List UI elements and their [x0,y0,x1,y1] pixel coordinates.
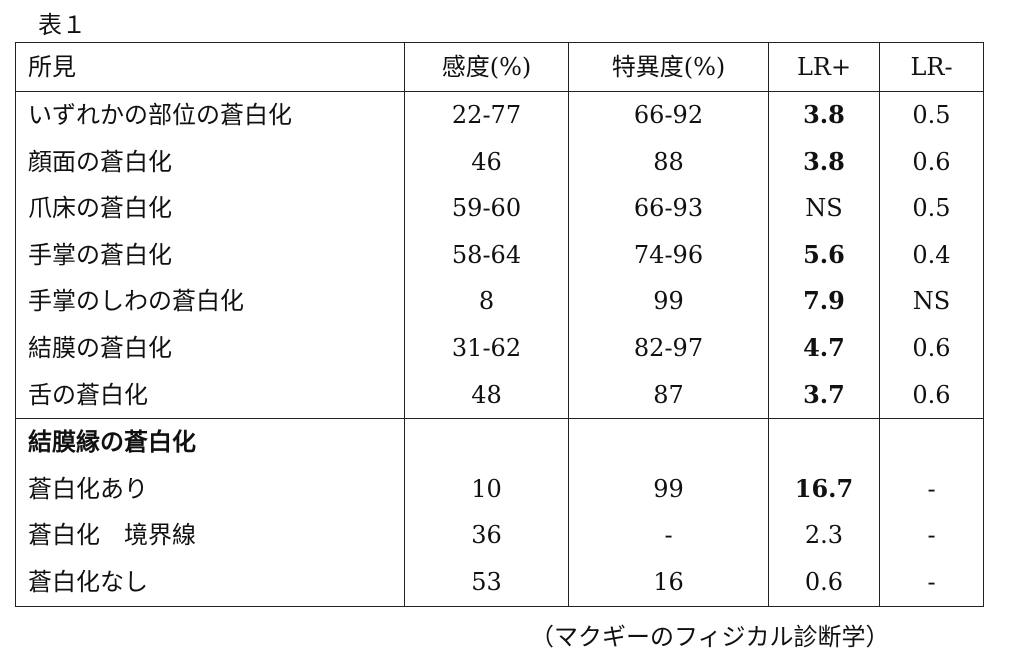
empty-cell [879,418,984,466]
table-row: 手掌の蒼白化 58-64 74-96 5.6 0.4 [15,231,984,279]
specificity-cell: 74-96 [568,231,769,279]
table-caption: 表１ [38,11,86,39]
table-row: 爪床の蒼白化 59-60 66-93 NS 0.5 [15,185,984,232]
finding-cell: 蒼白化なし [15,558,405,607]
finding-cell: 顔面の蒼白化 [15,138,405,186]
empty-cell [568,418,769,466]
empty-cell [404,418,569,466]
table-row: 蒼白化なし 53 16 0.6 - [15,558,984,607]
specificity-cell: 99 [568,278,769,325]
specificity-cell: 99 [568,465,769,513]
sensitivity-cell: 48 [404,371,569,420]
group-title: 結膜縁の蒼白化 [15,418,405,466]
sensitivity-cell: 59-60 [404,185,569,232]
lr-minus-cell: - [879,512,984,559]
likelihood-ratio-table: 所見 感度(%) 特異度(%) LR+ LR- いずれかの部位の蒼白化 22-7… [15,42,984,607]
lr-plus-cell: 3.8 [768,138,880,186]
specificity-cell: 82-97 [568,324,769,372]
source-citation: （マクギーのフィジカル診断学） [530,623,890,651]
pallor-sites-group: いずれかの部位の蒼白化 22-77 66-92 3.8 0.5 顔面の蒼白化 4… [15,91,984,420]
table-row: いずれかの部位の蒼白化 22-77 66-92 3.8 0.5 [15,91,984,139]
lr-minus-cell: 0.5 [879,91,984,139]
sensitivity-cell: 31-62 [404,324,569,372]
group-title-row: 結膜縁の蒼白化 [15,418,984,466]
header-finding: 所見 [15,42,405,92]
sensitivity-cell: 10 [404,465,569,513]
lr-plus-cell: 3.8 [768,91,880,139]
lr-plus-cell: 0.6 [768,558,880,607]
table-row: 舌の蒼白化 48 87 3.7 0.6 [15,371,984,420]
lr-plus-cell: 5.6 [768,231,880,279]
conjunctival-rim-group: 結膜縁の蒼白化 蒼白化あり 10 99 16.7 - 蒼白化 境界線 36 - … [15,418,984,607]
lr-minus-cell: 0.6 [879,371,984,420]
sensitivity-cell: 58-64 [404,231,569,279]
lr-minus-cell: 0.6 [879,324,984,372]
finding-cell: 爪床の蒼白化 [15,185,405,232]
lr-minus-cell: 0.6 [879,138,984,186]
specificity-cell: 88 [568,138,769,186]
specificity-cell: - [568,512,769,559]
finding-cell: 蒼白化 境界線 [15,512,405,559]
finding-cell: 結膜の蒼白化 [15,324,405,372]
table-row: 蒼白化あり 10 99 16.7 - [15,465,984,513]
sensitivity-cell: 8 [404,278,569,325]
specificity-cell: 16 [568,558,769,607]
lr-plus-cell: NS [768,185,880,232]
specificity-cell: 66-92 [568,91,769,139]
header-lr-plus: LR+ [768,42,880,92]
table-row: 結膜の蒼白化 31-62 82-97 4.7 0.6 [15,324,984,372]
table-row: 顔面の蒼白化 46 88 3.8 0.6 [15,138,984,186]
finding-cell: 舌の蒼白化 [15,371,405,420]
finding-cell: 手掌の蒼白化 [15,231,405,279]
empty-cell [768,418,880,466]
lr-minus-cell: 0.5 [879,185,984,232]
lr-minus-cell: - [879,558,984,607]
finding-cell: 手掌のしわの蒼白化 [15,278,405,325]
sensitivity-cell: 22-77 [404,91,569,139]
lr-minus-cell: NS [879,278,984,325]
lr-plus-cell: 7.9 [768,278,880,325]
specificity-cell: 66-93 [568,185,769,232]
header-sensitivity: 感度(%) [404,42,569,92]
lr-minus-cell: 0.4 [879,231,984,279]
header-specificity: 特異度(%) [568,42,769,92]
lr-plus-cell: 4.7 [768,324,880,372]
finding-cell: いずれかの部位の蒼白化 [15,91,405,139]
sensitivity-cell: 53 [404,558,569,607]
header-lr-minus: LR- [879,42,984,92]
lr-minus-cell: - [879,465,984,513]
sensitivity-cell: 36 [404,512,569,559]
sensitivity-cell: 46 [404,138,569,186]
finding-cell: 蒼白化あり [15,465,405,513]
specificity-cell: 87 [568,371,769,420]
table-row: 蒼白化 境界線 36 - 2.3 - [15,512,984,559]
lr-plus-cell: 2.3 [768,512,880,559]
table-row: 手掌のしわの蒼白化 8 99 7.9 NS [15,278,984,325]
header-row: 所見 感度(%) 特異度(%) LR+ LR- [15,42,984,92]
lr-plus-cell: 3.7 [768,371,880,420]
lr-plus-cell: 16.7 [768,465,880,513]
